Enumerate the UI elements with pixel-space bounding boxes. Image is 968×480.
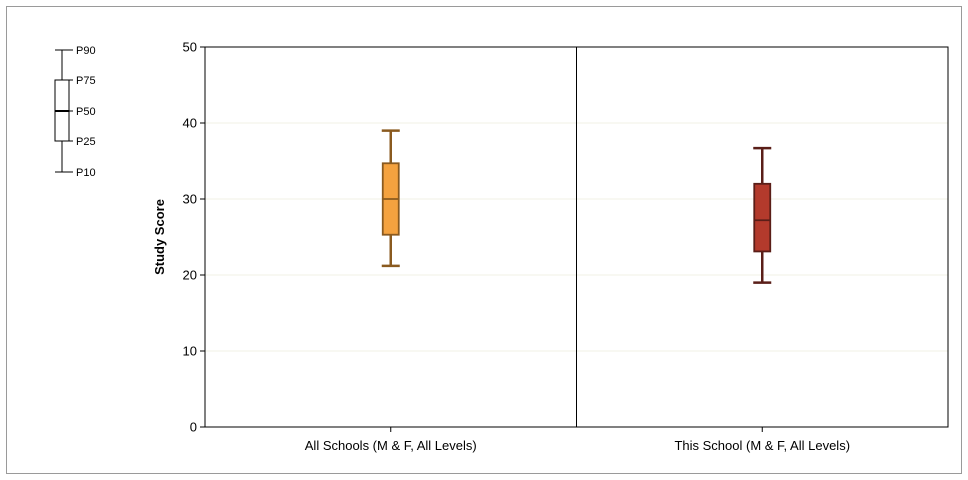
chart-frame: 0 10 20 30 40 50 Study Score All Schools (M & F… xyxy=(6,6,962,474)
y-tick-label: 20 xyxy=(183,268,197,283)
x-tick-label: All Schools (M & F, All Levels) xyxy=(305,438,477,453)
y-tick-label: 30 xyxy=(183,192,197,207)
y-tick-label: 40 xyxy=(183,116,197,131)
legend-label-p75: P75 xyxy=(76,75,96,87)
iqr-box xyxy=(753,182,772,253)
plot-area-border xyxy=(204,46,949,428)
x-tick-label: This School (M & F, All Levels) xyxy=(674,438,850,453)
legend-label-p90: P90 xyxy=(76,45,96,57)
legend-label-p50: P50 xyxy=(76,106,96,118)
y-tick-label: 0 xyxy=(190,420,197,435)
y-axis-label: Study Score xyxy=(152,199,167,275)
legend-label-p25: P25 xyxy=(76,136,96,148)
y-tick-label: 50 xyxy=(183,40,197,55)
box-plot-chart: 0 10 20 30 40 50 Study Score All Schools (M & F… xyxy=(54,40,949,453)
y-tick-label: 10 xyxy=(183,344,197,359)
legend-label-p10: P10 xyxy=(76,167,96,179)
